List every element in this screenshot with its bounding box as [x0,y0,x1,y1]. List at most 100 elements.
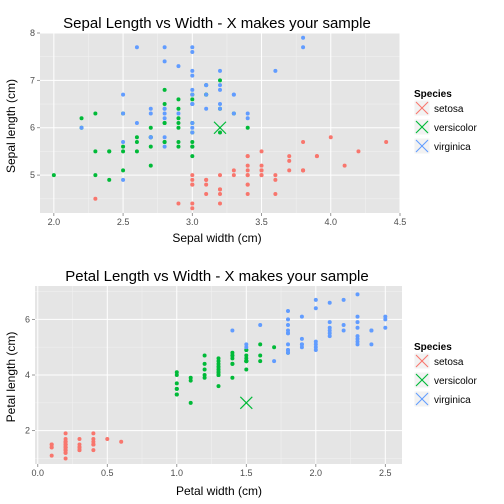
data-point-versicolor [244,353,249,358]
x-tick-label: 2.5 [117,217,130,227]
data-point-virginica [313,345,318,350]
data-point-virginica [299,314,304,319]
data-point-virginica [190,125,195,130]
data-point-versicolor [134,139,139,144]
data-point-versicolor [176,116,181,121]
chart-1: 2.0 2.5 3.0 3.5 4.0 4.5 5 6 7 8 setosa versicolor vi… [30,28,477,227]
legend-key-setosa [413,99,431,117]
data-point-versicolor [162,102,167,107]
legend-label-virginica: virginica [434,142,471,153]
data-point-setosa [287,154,292,159]
data-point-virginica [190,68,195,73]
data-point-versicolor [245,125,250,130]
data-point-virginica [355,342,360,347]
data-point-versicolor [176,125,181,130]
data-point-virginica [218,102,222,107]
data-point-setosa [63,436,68,441]
data-point-versicolor [216,364,221,369]
data-point-versicolor [190,154,195,159]
data-point-versicolor [230,361,235,366]
legend-key-stroke [415,354,429,368]
data-point-versicolor [188,400,193,405]
data-point-versicolor [258,353,263,358]
data-point-virginica [190,130,195,135]
x-tick-label: 0.5 [101,468,114,478]
data-point-versicolor [202,367,207,372]
y-tick-label: 8 [30,28,35,38]
data-point-versicolor [93,173,98,178]
data-point-setosa [245,168,250,173]
data-point-virginica [355,314,360,319]
data-point-versicolor [134,135,139,140]
data-point-setosa [301,139,306,144]
data-point-versicolor [216,359,221,364]
data-point-setosa [218,187,222,192]
data-point-virginica [286,342,291,347]
data-point-setosa [314,154,319,159]
data-point-versicolor [51,173,56,178]
x-tick-label: 0.0 [32,468,45,478]
data-point-setosa [63,450,68,455]
data-point-virginica [204,106,209,111]
chart-2-ylabel: Petal length (cm) [4,332,18,423]
data-point-virginica [299,345,304,350]
chart-1-title: Sepal Length vs Width - X makes your sam… [63,15,371,32]
plot-panel [40,33,400,213]
data-point-virginica [162,111,167,116]
data-point-versicolor [162,121,167,125]
data-point-setosa [231,168,236,173]
data-point-versicolor [202,373,207,377]
data-point-virginica [313,339,318,344]
y-tick-label: 4 [25,370,30,380]
data-point-virginica [190,87,195,92]
data-point-setosa [245,192,250,197]
data-point-setosa [259,168,264,173]
data-point-virginica [327,325,332,330]
data-point-virginica [369,342,374,347]
data-point-virginica [134,121,139,125]
data-point-virginica [286,309,291,314]
data-point-setosa [91,436,96,441]
data-point-setosa [190,201,195,206]
data-point-virginica [341,297,346,302]
data-point-versicolor [230,353,235,358]
data-point-versicolor [148,163,153,168]
chart-1-ylabel: Sepal length (cm) [4,79,18,173]
data-point-virginica [355,339,360,344]
data-point-versicolor [148,144,153,149]
data-point-virginica [148,106,153,111]
data-point-virginica [341,322,346,327]
legend-label-setosa: setosa [434,357,464,368]
data-point-virginica [245,111,250,116]
data-point-virginica [190,49,195,54]
data-point-setosa [77,445,82,450]
data-point-setosa [91,442,96,447]
data-point-setosa [259,149,264,154]
data-point-versicolor [121,168,126,173]
data-point-virginica [218,83,222,88]
data-point-versicolor [79,116,84,121]
data-point-setosa [63,442,68,447]
data-point-virginica [148,111,153,116]
chart-2-legend-title: Species [414,342,452,353]
data-point-setosa [77,442,82,447]
x-tick-label: 3.0 [186,217,199,227]
data-point-versicolor [258,359,263,364]
data-point-versicolor [93,149,98,154]
data-point-virginica [134,45,139,50]
data-point-versicolor [188,378,193,383]
data-point-virginica [299,342,304,347]
data-point-setosa [190,182,195,187]
legend-key-virginica [413,137,431,155]
data-point-virginica [286,331,291,336]
data-point-versicolor [190,139,195,144]
data-point-versicolor [93,111,98,116]
data-point-setosa [273,192,278,197]
x-tick-label: 2.5 [379,468,392,478]
data-point-versicolor [202,353,207,358]
data-point-virginica [244,342,249,347]
x-tick-label: 2.0 [310,468,323,478]
x-tick-label: 1.5 [240,468,253,478]
data-point-virginica [327,328,332,333]
data-point-virginica [355,292,360,297]
